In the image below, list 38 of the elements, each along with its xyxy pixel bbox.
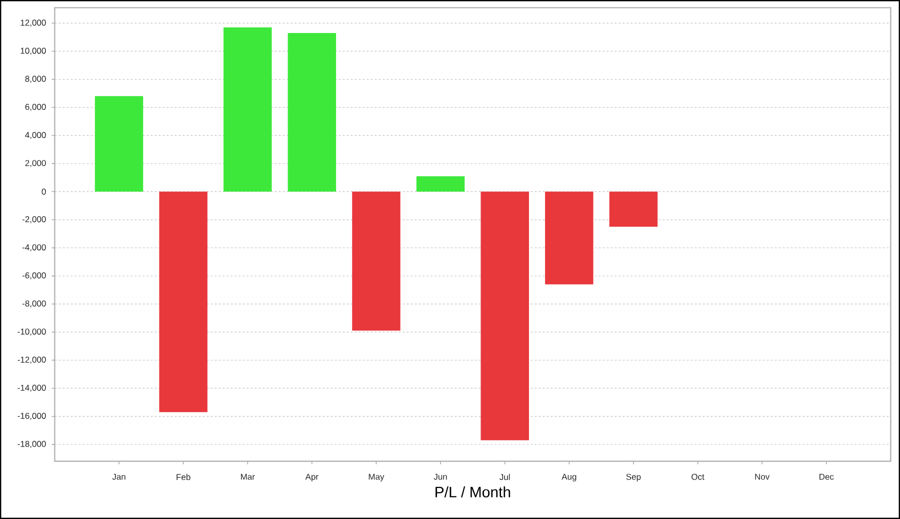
y-tick-label: -6,000 bbox=[22, 272, 46, 280]
y-tick-label: -10,000 bbox=[18, 328, 46, 336]
y-tick-label: -12,000 bbox=[18, 356, 46, 364]
x-tick-label: Nov bbox=[755, 474, 770, 480]
y-tick-label: 10,000 bbox=[20, 48, 46, 55]
bar bbox=[545, 192, 594, 284]
bar bbox=[224, 27, 272, 192]
y-tick-label: -18,000 bbox=[18, 440, 46, 448]
x-tick-label: Sep bbox=[626, 474, 641, 482]
bar bbox=[352, 192, 400, 331]
bar bbox=[288, 32, 336, 192]
x-tick-label: May bbox=[368, 474, 384, 482]
x-tick-label: Mar bbox=[241, 474, 255, 480]
y-tick-label: 4,000 bbox=[25, 132, 46, 139]
y-tick-label: -16,000 bbox=[18, 412, 46, 420]
x-tick-label: Jul bbox=[500, 474, 510, 480]
y-tick-label: 6,000 bbox=[25, 104, 46, 111]
y-tick-label: -4,000 bbox=[22, 244, 46, 252]
y-tick-label: -2,000 bbox=[22, 216, 46, 224]
bar bbox=[94, 96, 144, 192]
bar bbox=[159, 192, 208, 412]
x-tick-label: Apr bbox=[305, 474, 318, 482]
bar bbox=[480, 192, 529, 440]
y-tick-label: -14,000 bbox=[18, 384, 46, 392]
x-tick-label: Dec bbox=[820, 474, 834, 480]
x-tick-label: Jun bbox=[434, 474, 447, 480]
y-tick-label: 2,000 bbox=[25, 160, 46, 168]
x-tick-label: Feb bbox=[176, 474, 190, 480]
y-tick-label: 0 bbox=[42, 188, 46, 195]
y-tick-label: 8,000 bbox=[25, 76, 46, 83]
bar bbox=[609, 192, 658, 227]
x-tick-label: Aug bbox=[562, 474, 576, 482]
x-tick-label: Oct bbox=[692, 474, 704, 480]
y-tick-label: -8,000 bbox=[22, 300, 46, 308]
x-axis-title: P/L / Month bbox=[436, 486, 510, 498]
y-tick-label: 12,000 bbox=[20, 20, 46, 27]
x-tick-label: Jan bbox=[112, 474, 126, 480]
bar bbox=[416, 176, 465, 192]
